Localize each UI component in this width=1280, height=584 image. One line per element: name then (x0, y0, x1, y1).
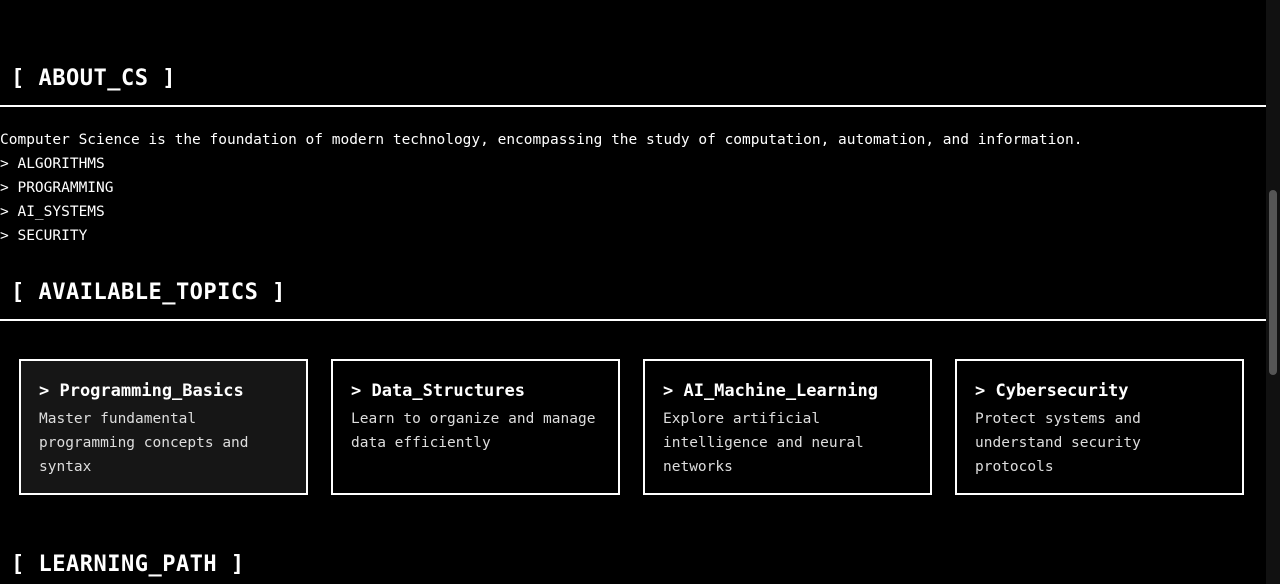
section-heading: [ AVAILABLE_TOPICS ] (11, 280, 286, 305)
list-item: > AI_SYSTEMS (0, 204, 105, 220)
section-heading: [ LEARNING_PATH ] (11, 552, 245, 577)
card-title: > AI_Machine_Learning (663, 381, 878, 401)
list-item: > PROGRAMMING (0, 180, 114, 196)
scrollbar[interactable] (1266, 0, 1280, 584)
topic-card[interactable]: > AI_Machine_Learning Explore artificial … (643, 359, 932, 495)
card-description: Learn to organize and manage data effici… (351, 411, 596, 451)
section-heading: [ ABOUT_CS ] (11, 66, 176, 91)
topic-card[interactable]: > Cybersecurity Protect systems and under… (955, 359, 1244, 495)
list: > ALGORITHMS > PROGRAMMING > AI_SYSTEMS > S… (0, 152, 1083, 248)
list-item: > ALGORITHMS (0, 156, 105, 172)
paragraph: Computer Science is the foundation of mo… (0, 132, 1083, 148)
topic-card[interactable]: > Programming_Basics Master fundamental p… (19, 359, 308, 495)
card-title: > Data_Structures (351, 381, 525, 401)
scrollbar-thumb[interactable] (1269, 190, 1277, 375)
card-description: Explore artificial intelligence and neur… (663, 411, 864, 475)
divider (0, 319, 1266, 321)
divider (0, 105, 1266, 107)
topic-card[interactable]: > Data_Structures Learn to organize and m… (331, 359, 620, 495)
card-description: Protect systems and understand security … (975, 411, 1141, 475)
list-item: > SECURITY (0, 228, 88, 244)
card-title: > Programming_Basics (39, 381, 244, 401)
about-text: Computer Science is the foundation of mo… (0, 128, 1083, 248)
card-title: > Cybersecurity (975, 381, 1129, 401)
card-description: Master fundamental programming concepts … (39, 411, 249, 475)
